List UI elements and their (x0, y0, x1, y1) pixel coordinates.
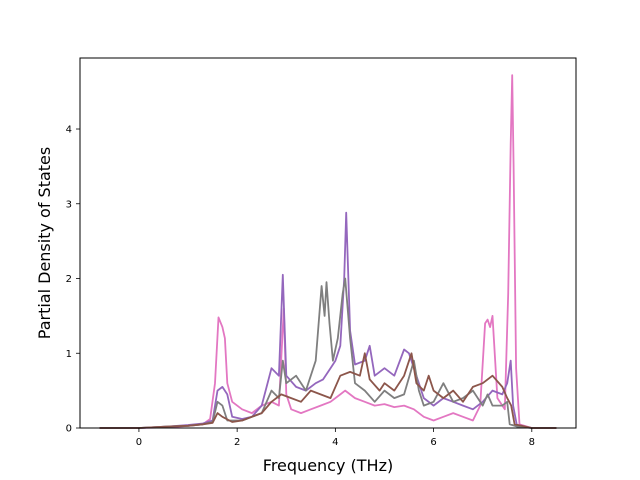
x-tick-label: 4 (332, 437, 338, 448)
y-tick-label: 2 (66, 274, 72, 285)
y-tick-label: 4 (66, 125, 72, 136)
x-ticks: 0 2 4 6 8 (136, 428, 535, 448)
series-line-1 (99, 74, 557, 429)
x-tick-label: 2 (234, 437, 240, 448)
series-line-2 (99, 211, 557, 429)
y-tick-label: 3 (66, 199, 72, 210)
x-tick-label: 0 (136, 437, 142, 448)
plot-background (80, 58, 576, 428)
y-tick-label: 1 (66, 349, 72, 360)
y-tick-label: 0 (66, 424, 72, 435)
y-axis-title: Partial Density of States (35, 147, 54, 339)
x-tick-label: 8 (529, 437, 535, 448)
y-ticks: 0 1 2 3 4 (66, 125, 80, 435)
series-line-3 (99, 277, 557, 429)
plot-frame (79, 57, 577, 429)
series-layer (99, 74, 557, 429)
series-line-4 (99, 352, 557, 429)
x-tick-label: 6 (430, 437, 436, 448)
x-axis-title: Frequency (THz) (263, 456, 393, 475)
